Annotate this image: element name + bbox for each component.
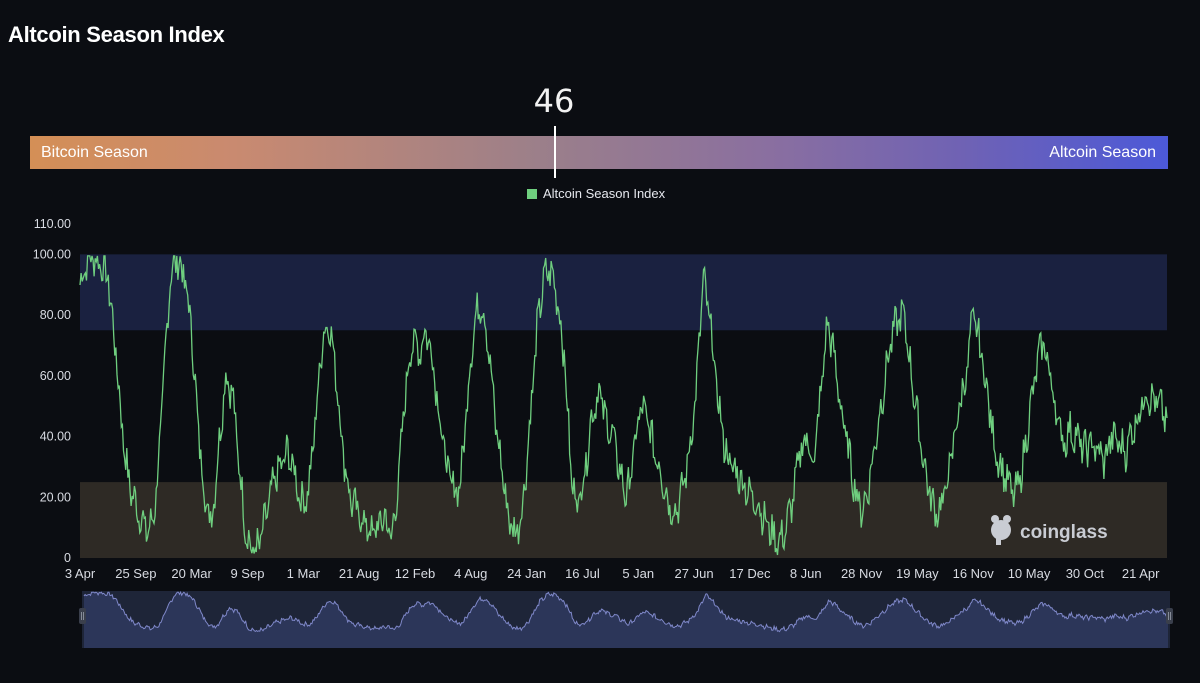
x-tick-label: 16 Jul <box>565 566 600 581</box>
x-tick-label: 19 May <box>896 566 939 581</box>
coinglass-watermark: coinglass <box>991 515 1108 545</box>
x-tick-label: 10 May <box>1008 566 1051 581</box>
x-tick-label: 3 Apr <box>65 566 96 581</box>
coinglass-logo-icon <box>991 515 1011 545</box>
y-tick-label: 0 <box>64 551 71 565</box>
bitcoin-season-label: Bitcoin Season <box>41 144 148 161</box>
altcoin-season-label: Altcoin Season <box>1049 144 1156 161</box>
x-tick-label: 9 Sep <box>230 566 264 581</box>
x-tick-label: 20 Mar <box>171 566 212 581</box>
x-tick-label: 25 Sep <box>115 566 156 581</box>
y-axis: 0 20.00 40.00 60.00 80.00 100.00 110.00 <box>33 217 71 565</box>
x-tick-label: 21 Aug <box>339 566 380 581</box>
x-tick-label: 27 Jun <box>675 566 714 581</box>
watermark-text: coinglass <box>1020 522 1108 543</box>
range-navigator[interactable] <box>79 590 1173 648</box>
chart-legend[interactable]: Altcoin Season Index <box>527 186 665 201</box>
x-tick-label: 4 Aug <box>454 566 487 581</box>
altcoin-season-band <box>80 254 1167 331</box>
x-tick-label: 30 Oct <box>1066 566 1105 581</box>
x-tick-label: 1 Mar <box>287 566 321 581</box>
y-tick-label: 110.00 <box>34 217 71 231</box>
season-gradient-bar: Bitcoin Season Altcoin Season <box>30 126 1168 178</box>
navigator-left-handle[interactable] <box>79 608 86 624</box>
x-tick-label: 21 Apr <box>1122 566 1160 581</box>
navigator-line <box>83 590 1169 633</box>
navigator-right-handle[interactable] <box>1166 608 1173 624</box>
legend-label: Altcoin Season Index <box>543 186 666 201</box>
y-tick-label: 80.00 <box>40 308 71 322</box>
y-tick-label: 100.00 <box>33 247 71 261</box>
navigator-area <box>84 592 1168 648</box>
y-tick-label: 40.00 <box>40 430 71 444</box>
x-tick-label: 8 Jun <box>790 566 822 581</box>
x-tick-label: 24 Jan <box>507 566 546 581</box>
legend-swatch-icon <box>527 188 537 199</box>
page-title: Altcoin Season Index <box>8 22 225 47</box>
x-tick-label: 12 Feb <box>395 566 435 581</box>
y-tick-label: 60.00 <box>40 369 71 383</box>
current-index-value: 46 <box>533 82 575 120</box>
x-tick-label: 28 Nov <box>841 566 883 581</box>
y-tick-label: 20.00 <box>40 490 71 504</box>
x-tick-label: 5 Jan <box>622 566 654 581</box>
current-value-marker <box>554 126 556 178</box>
x-tick-label: 16 Nov <box>953 566 995 581</box>
x-axis: 3 Apr 25 Sep 20 Mar 9 Sep 1 Mar 21 Aug 12 Feb 4… <box>65 566 1160 581</box>
altcoin-season-index-line <box>79 255 1168 556</box>
x-tick-label: 17 Dec <box>729 566 771 581</box>
